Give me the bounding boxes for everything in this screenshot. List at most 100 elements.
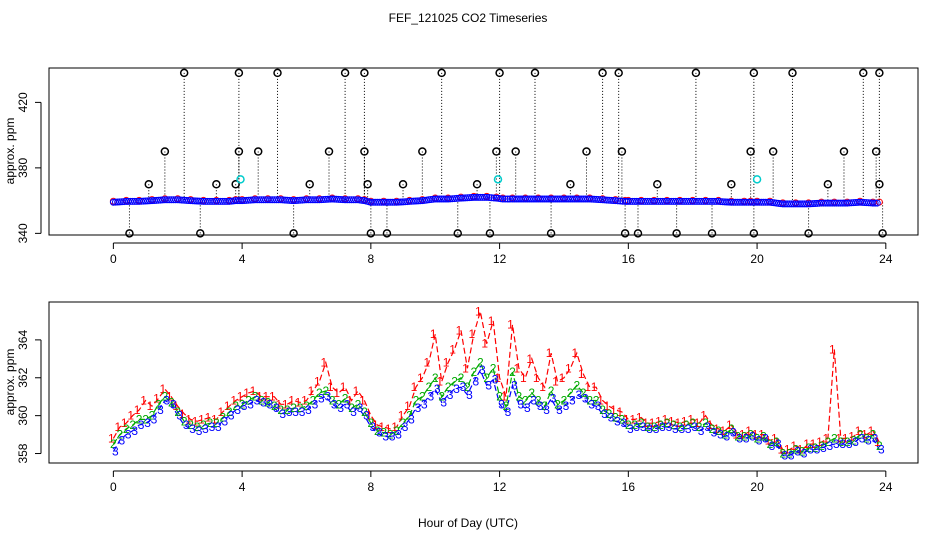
series-point-label: 1	[462, 361, 469, 375]
series-point-label: 3	[221, 414, 228, 428]
series-point-label: 1	[662, 412, 669, 426]
series-point-label: 2	[432, 371, 439, 385]
baseline-point	[609, 196, 617, 204]
series-point-label: 3	[846, 437, 853, 451]
series-point-label: 3	[756, 433, 763, 447]
series-point-label: 2	[786, 447, 793, 461]
spike-point	[530, 68, 540, 78]
spike-point	[179, 68, 189, 78]
series-point-label: 3	[305, 403, 312, 417]
spike-point	[212, 179, 221, 189]
series-point-label: 3	[569, 393, 576, 407]
series-point-label: 2	[490, 361, 497, 375]
series-point-label: 3	[453, 382, 460, 396]
x-tick-label: 4	[239, 480, 246, 494]
series-point-label: 2	[779, 447, 786, 461]
series-point-label: 1	[449, 342, 456, 356]
series-point-label: 1	[584, 380, 591, 394]
y-tick-label: 362	[16, 367, 30, 387]
spike-point	[125, 229, 134, 238]
series-point-label: 2	[567, 386, 574, 400]
series-point-label: 1	[423, 356, 430, 370]
series-point-label: 3	[505, 405, 512, 419]
series-point-label: 1	[411, 380, 418, 394]
series-point-label: 3	[743, 431, 750, 445]
series-point-label: 3	[614, 414, 621, 428]
series-point-label: 3	[357, 401, 364, 415]
series-point-label: 1	[868, 424, 875, 438]
series-point-label: 2	[689, 416, 696, 430]
series-point-label: 2	[445, 380, 452, 394]
series-point-label: 2	[342, 392, 349, 406]
series-point-label: 2	[380, 426, 387, 440]
series-point-label: 1	[732, 428, 739, 442]
series-point-label: 1	[417, 371, 424, 385]
series-point-label: 2	[554, 397, 561, 411]
series-point-label: 1	[823, 431, 830, 445]
series-point-label: 3	[678, 422, 685, 436]
series-point-label: 1	[501, 390, 508, 404]
series-point-label: 3	[247, 397, 254, 411]
series-point-label: 3	[730, 426, 737, 440]
series-point-label: 2	[651, 420, 658, 434]
series-point-label: 3	[814, 443, 821, 457]
top-panel-ylabel: approx. ppm	[3, 118, 17, 185]
series-point-label: 1	[153, 392, 160, 406]
series-point-label: 1	[874, 435, 881, 449]
bottom-panel-frame	[48, 301, 919, 464]
baseline-point	[614, 197, 622, 205]
series-point-label: 3	[389, 429, 396, 443]
series-point-label: 3	[775, 437, 782, 451]
series-point-label: 3	[286, 405, 293, 419]
spike-point	[453, 229, 463, 238]
figure-xlabel: Hour of Day (UTC)	[418, 516, 518, 530]
series-point-label: 3	[556, 403, 563, 417]
series-point-label: 3	[176, 409, 183, 423]
series-point-label: 3	[350, 405, 357, 419]
series-point-label: 3	[299, 405, 306, 419]
series-point-label: 2	[187, 418, 194, 432]
series-point-label: 2	[696, 420, 703, 434]
series-point-label: 1	[617, 405, 624, 419]
series-point-label: 2	[548, 384, 555, 398]
series-point-label: 2	[329, 393, 336, 407]
series-point-label: 3	[807, 443, 814, 457]
y-tick-label: 364	[16, 330, 30, 350]
series-point-label: 3	[769, 439, 776, 453]
series-point-label: 1	[327, 380, 334, 394]
series-point-label: 1	[140, 393, 147, 407]
series-point-label: 2	[310, 393, 317, 407]
series-point-label: 3	[621, 416, 628, 430]
series-point-label: 3	[666, 420, 673, 434]
series-point-label: 1	[456, 323, 463, 337]
series-point-label: 1	[172, 399, 179, 413]
series-point-label: 3	[492, 373, 499, 387]
y-tick-label: 380	[16, 158, 30, 178]
series-point-label: 1	[205, 411, 212, 425]
series-point-label: 1	[359, 393, 366, 407]
spike-point	[859, 68, 868, 78]
series-point-label: 3	[820, 441, 827, 455]
series-point-label: 3	[112, 445, 119, 459]
x-tick-label: 24	[879, 252, 893, 266]
series-point-label: 3	[479, 363, 486, 377]
series-point-label: 3	[640, 420, 647, 434]
series-point-label: 3	[183, 418, 190, 432]
spike-point	[672, 229, 681, 238]
series-point-label: 3	[498, 397, 505, 411]
spike-point	[871, 147, 881, 156]
series-point-label: 3	[878, 443, 885, 457]
series-point-label: 3	[440, 395, 447, 409]
spike-point	[398, 179, 408, 189]
baseline-point	[873, 199, 881, 207]
series-point-label: 3	[550, 392, 557, 406]
spike-point	[234, 68, 244, 78]
series-point-label: 1	[604, 399, 611, 413]
series-point-label: 3	[801, 447, 808, 461]
series-point-label: 2	[425, 380, 432, 394]
series-point-label: 3	[530, 393, 537, 407]
series-point-label: 2	[368, 416, 375, 430]
series-point-label: 1	[430, 327, 437, 341]
spike-point	[788, 68, 797, 78]
